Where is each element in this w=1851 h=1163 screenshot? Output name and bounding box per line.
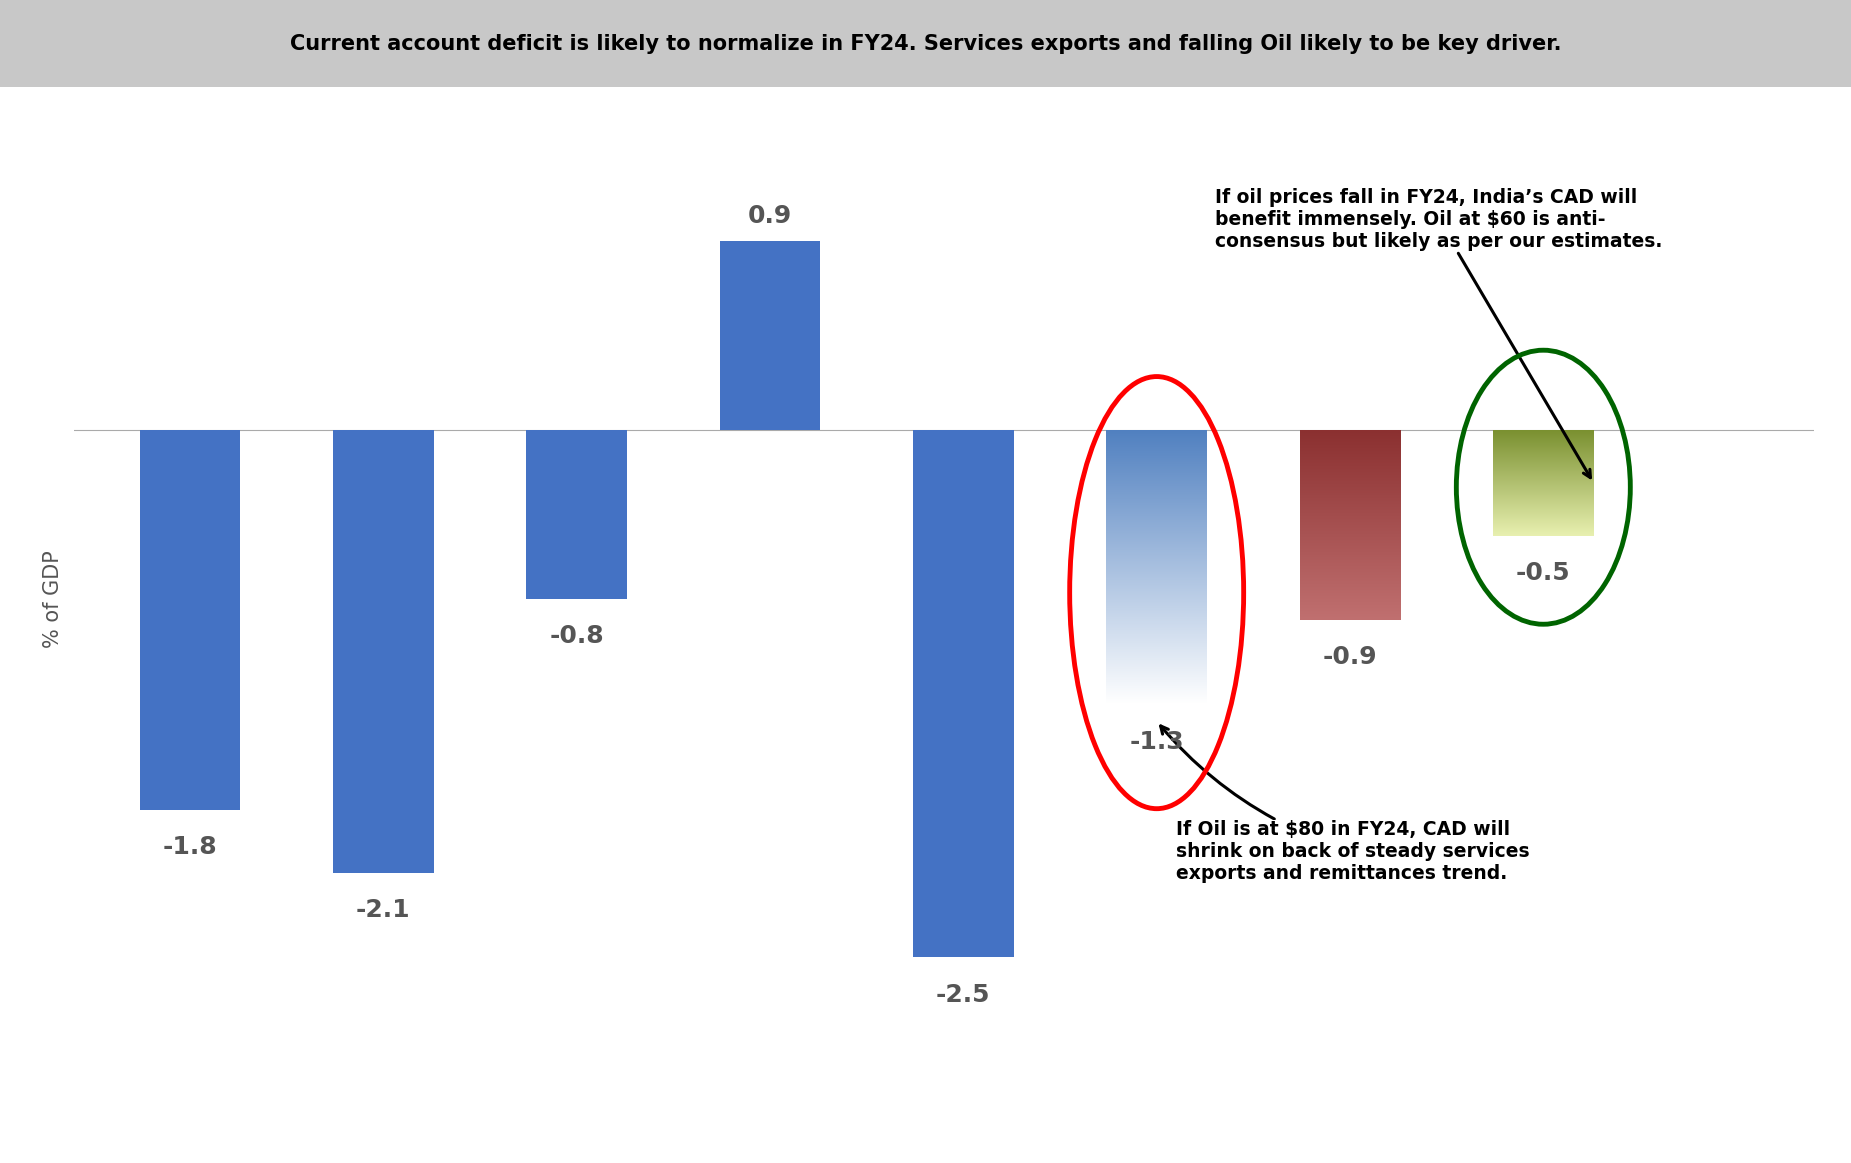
Text: -2.1: -2.1 xyxy=(355,898,411,922)
Text: 0.9: 0.9 xyxy=(748,204,792,228)
Text: FY19: FY19 xyxy=(350,48,416,72)
Bar xyxy=(526,430,627,599)
Text: FY20: FY20 xyxy=(544,48,609,72)
Text: If Oil is at $80 in FY24, CAD will
shrink on back of steady services
exports and: If Oil is at $80 in FY24, CAD will shrin… xyxy=(1161,726,1529,883)
Text: FY18: FY18 xyxy=(157,48,224,72)
Text: Current account deficit is likely to normalize in FY24. Services exports and fal: Current account deficit is likely to nor… xyxy=(291,34,1560,53)
Text: -0.5: -0.5 xyxy=(1516,561,1571,585)
Text: (Oil at 60): (Oil at 60) xyxy=(1494,36,1592,55)
Text: -1.8: -1.8 xyxy=(163,835,217,859)
Text: (Oil at 80): (Oil at 80) xyxy=(1107,36,1205,55)
Text: -2.5: -2.5 xyxy=(937,983,990,1007)
Bar xyxy=(720,241,820,430)
Bar xyxy=(141,430,241,809)
Text: If oil prices fall in FY24, India’s CAD will
benefit immensely. Oil at $60 is an: If oil prices fall in FY24, India’s CAD … xyxy=(1214,188,1662,478)
Bar xyxy=(913,430,1014,957)
Text: -0.8: -0.8 xyxy=(550,625,603,648)
Text: -1.3: -1.3 xyxy=(1129,729,1185,754)
Y-axis label: % of GDP: % of GDP xyxy=(43,550,63,648)
Text: -0.9: -0.9 xyxy=(1323,645,1377,670)
Bar xyxy=(333,430,433,873)
Text: FY23: FY23 xyxy=(931,48,996,72)
Text: FY21: FY21 xyxy=(737,48,803,72)
Text: (Oil at 70): (Oil at 70) xyxy=(1301,36,1399,55)
